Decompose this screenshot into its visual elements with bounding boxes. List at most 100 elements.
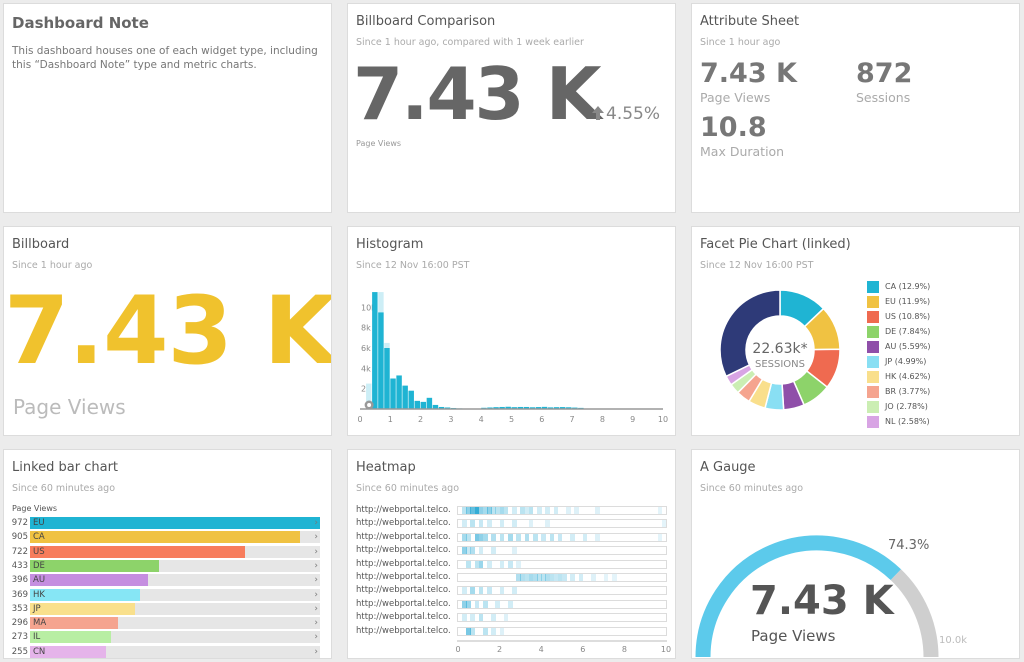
heatmap-cell[interactable] [553, 574, 559, 581]
legend-item-hk[interactable]: HK (4.62%) [867, 369, 931, 384]
chevron-right-icon[interactable]: › [314, 518, 318, 528]
histogram-bar[interactable] [438, 406, 445, 409]
heatmap-cell[interactable] [470, 507, 476, 514]
bar-row-il[interactable]: 273 IL › [4, 631, 322, 644]
chevron-right-icon[interactable]: › [314, 546, 318, 557]
legend-item-jo[interactable]: JO (2.78%) [867, 399, 931, 414]
histogram-bar[interactable] [432, 404, 439, 409]
heatmap-cell[interactable] [482, 600, 488, 608]
heatmap-cell[interactable] [491, 507, 496, 514]
histogram-bar[interactable] [559, 407, 566, 409]
chevron-right-icon[interactable]: › [314, 646, 318, 657]
bar-row-au[interactable]: 396 AU › [4, 574, 322, 587]
heatmap-cell[interactable] [466, 600, 471, 608]
heatmap-cell[interactable] [570, 533, 575, 541]
heatmap-cell[interactable] [595, 533, 600, 541]
heatmap-cell[interactable] [545, 507, 551, 514]
bar-row-jp[interactable]: 353 JP › [4, 602, 322, 616]
bar-row-de[interactable]: 433 DE › [4, 559, 322, 573]
heatmap-cell[interactable] [466, 560, 471, 568]
heatmap-row[interactable]: http://webportal.telco. [348, 599, 675, 612]
heatmap-cell[interactable] [470, 614, 476, 622]
heatmap-cell[interactable] [582, 533, 588, 541]
legend-item-eu[interactable]: EU (11.9%) [867, 294, 931, 309]
bar-row-hk[interactable]: 369 HK › [4, 588, 322, 602]
heatmap-cell[interactable] [603, 574, 609, 581]
heatmap-cell[interactable] [516, 533, 521, 541]
histogram-bar[interactable] [384, 348, 390, 409]
histogram-bar[interactable] [487, 407, 493, 409]
heatmap-cell[interactable] [528, 520, 534, 528]
bar-row-us[interactable]: 722 US › [4, 545, 322, 559]
heatmap-cell[interactable] [570, 574, 575, 581]
heatmap-cell[interactable] [487, 587, 492, 595]
heatmap-cell[interactable] [466, 627, 471, 635]
histogram-bar[interactable] [523, 406, 530, 409]
heatmap-row[interactable]: http://webportal.telco. [348, 532, 675, 545]
heatmap-cell[interactable] [466, 533, 471, 541]
heatmap-cell[interactable] [491, 614, 496, 622]
heatmap-cell[interactable] [487, 560, 492, 568]
heatmap-cell[interactable] [466, 507, 471, 514]
heatmap-cell[interactable] [487, 507, 492, 514]
heatmap-cell[interactable] [470, 587, 476, 595]
heatmap-cell[interactable] [482, 533, 488, 541]
heatmap-cell[interactable] [491, 627, 496, 635]
heatmap-cell[interactable] [537, 574, 542, 581]
legend-item-us[interactable]: US (10.8%) [867, 309, 931, 324]
histogram-bar[interactable] [499, 406, 505, 409]
histogram-bar[interactable] [414, 400, 420, 409]
heatmap-cell[interactable] [482, 627, 488, 635]
heatmap-cell[interactable] [474, 600, 480, 608]
heatmap-cell[interactable] [591, 574, 596, 581]
heatmap-cell[interactable] [524, 533, 530, 541]
chevron-right-icon[interactable]: › [314, 575, 318, 586]
histogram-bar[interactable] [444, 407, 451, 409]
heatmap-cell[interactable] [462, 614, 467, 622]
histogram-bar[interactable] [529, 407, 536, 409]
heatmap-cell[interactable] [516, 574, 521, 581]
heatmap-cell[interactable] [553, 507, 559, 514]
heatmap-cell[interactable] [503, 507, 509, 514]
histogram-bar[interactable] [408, 390, 414, 409]
heatmap-cell[interactable] [507, 533, 513, 541]
histogram-bar[interactable] [493, 407, 499, 409]
heatmap-cell[interactable] [512, 507, 517, 514]
heatmap-cell[interactable] [499, 533, 505, 541]
heatmap-cell[interactable] [478, 547, 484, 555]
heatmap-row[interactable]: http://webportal.telco. [348, 585, 675, 598]
heatmap-cell[interactable] [478, 520, 484, 528]
heatmap-cell[interactable] [524, 507, 530, 514]
heatmap-cell[interactable] [466, 547, 471, 555]
heatmap-row[interactable]: http://webportal.telco. [348, 572, 675, 585]
heatmap-cell[interactable] [549, 533, 555, 541]
heatmap-cell[interactable] [566, 507, 571, 514]
heatmap-cell[interactable] [462, 587, 467, 595]
heatmap-cell[interactable] [495, 507, 501, 514]
chevron-right-icon[interactable]: › [314, 632, 318, 643]
heatmap-row[interactable]: http://webportal.telco. [348, 626, 675, 639]
histogram-bar[interactable] [566, 407, 572, 409]
heatmap-cell[interactable] [462, 533, 467, 541]
heatmap-cell[interactable] [541, 533, 546, 541]
bar-row-ma[interactable]: 296 MA › [4, 617, 322, 630]
heatmap-cell[interactable] [507, 600, 513, 608]
heatmap-row[interactable]: http://webportal.telco. [348, 545, 675, 558]
histogram-bar[interactable] [420, 401, 427, 409]
heatmap-row[interactable]: http://webportal.telco. [348, 518, 675, 531]
heatmap-cell[interactable] [578, 574, 584, 581]
donut-slice-other[interactable] [719, 289, 781, 378]
histogram-bar[interactable] [505, 406, 511, 409]
heatmap-cell[interactable] [528, 574, 534, 581]
heatmap-cell[interactable] [478, 560, 484, 568]
histogram-bar[interactable] [517, 406, 524, 409]
legend-item-nl[interactable]: NL (2.58%) [867, 414, 931, 429]
heatmap-cell[interactable] [611, 574, 617, 581]
histogram-bar[interactable] [426, 397, 433, 409]
heatmap-cell[interactable] [549, 574, 555, 581]
donut-chart[interactable]: 22.63k* SESSIONS [715, 285, 845, 415]
histogram-bar[interactable] [402, 385, 408, 409]
heatmap-cell[interactable] [495, 600, 501, 608]
heatmap-cell[interactable] [478, 533, 484, 541]
heatmap-cell[interactable] [562, 574, 567, 581]
